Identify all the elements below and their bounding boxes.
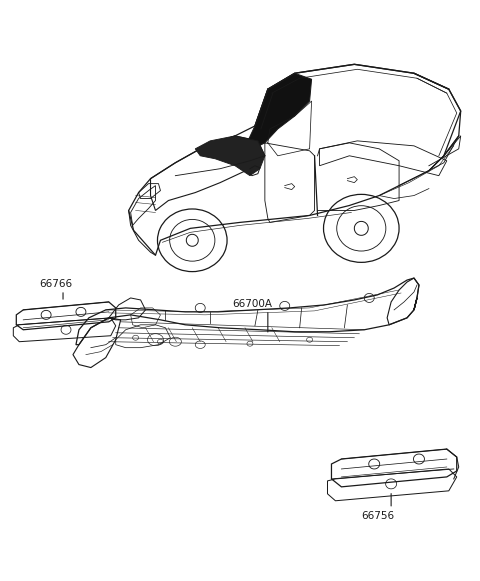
Text: 66766: 66766	[39, 279, 72, 289]
Text: 66700A: 66700A	[232, 299, 272, 309]
Polygon shape	[195, 136, 265, 175]
Polygon shape	[248, 73, 312, 148]
Text: 66756: 66756	[361, 511, 395, 521]
